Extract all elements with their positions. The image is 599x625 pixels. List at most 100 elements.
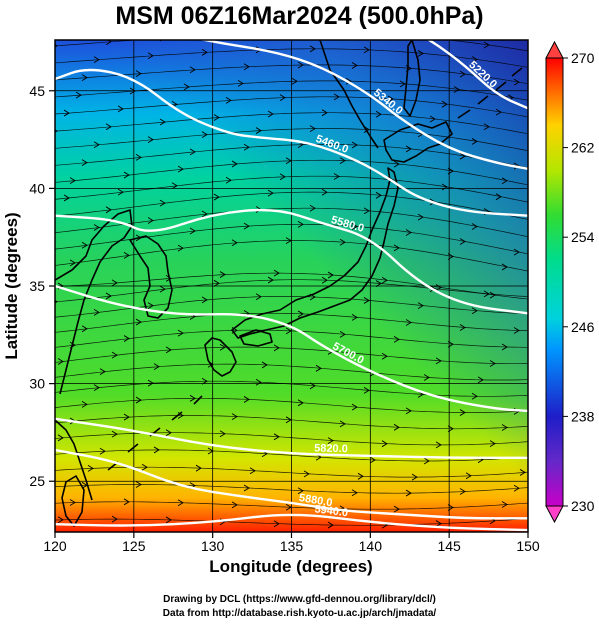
wind-arrowhead (273, 344, 280, 352)
wind-arrowhead (297, 399, 304, 407)
wind-arrowhead (417, 302, 424, 310)
wind-arrowhead (219, 430, 226, 438)
wind-arrowhead (363, 126, 370, 133)
wind-arrowhead (351, 141, 358, 149)
wind-arrowhead (303, 470, 310, 478)
y-tick-label: 30 (29, 376, 45, 392)
wind-arrowhead (165, 346, 172, 354)
x-tick-label: 150 (516, 538, 540, 554)
wind-arrowhead (309, 45, 316, 53)
wind-arrowhead (423, 374, 430, 381)
wind-arrowhead (93, 308, 100, 316)
y-axis-ticks: 25 30 35 40 45 (29, 83, 55, 489)
height-contour (55, 513, 528, 532)
wind-arrowhead (171, 182, 178, 190)
wind-arrowhead (495, 193, 502, 201)
wind-arrowhead (387, 95, 394, 103)
wind-arrowhead (177, 499, 184, 507)
wind-arrowhead (93, 56, 100, 64)
wind-arrowhead (111, 515, 118, 523)
taiwan-coastline (61, 475, 85, 527)
wind-arrowhead (333, 93, 340, 101)
russia-coast (319, 40, 379, 149)
colorbar-tick-label: 230 (571, 498, 595, 514)
wind-arrowhead (375, 280, 382, 287)
colorbar-max-arrow (545, 40, 564, 59)
wind-arrowhead (147, 136, 154, 144)
wind-arrowhead (327, 521, 334, 529)
wind-arrowhead (285, 416, 292, 424)
wind-arrowhead (279, 173, 286, 181)
wind-arrowhead (267, 189, 274, 197)
wind-arrowhead (57, 434, 64, 442)
y-tick-label: 25 (29, 473, 45, 489)
wind-arrowhead (447, 504, 454, 511)
wind-arrowhead (291, 77, 298, 85)
wind-arrowhead (309, 204, 316, 212)
x-tick-label: 130 (201, 538, 225, 554)
wind-arrowhead (339, 330, 346, 338)
wind-arrowhead (99, 368, 106, 376)
wind-arrowhead (135, 318, 142, 326)
x-axis-label: Longitude (degrees) (209, 557, 372, 576)
wind-arrowhead (81, 325, 88, 333)
wind-arrowhead (123, 171, 130, 179)
streamline (55, 380, 528, 397)
wind-arrowhead (105, 40, 112, 46)
colorbar-tick-label: 246 (571, 319, 595, 335)
wind-arrowhead (417, 213, 424, 221)
wind-arrowhead (376, 31, 381, 37)
streamline (55, 96, 528, 118)
wind-arrowhead (322, 30, 327, 36)
sakhalin-coastline (403, 40, 421, 117)
height-contour (55, 417, 528, 460)
wind-arrowhead (231, 239, 238, 247)
wind-arrowhead (477, 376, 484, 384)
streamline (55, 449, 528, 462)
height-contour (55, 284, 528, 413)
wind-arrowhead (513, 78, 520, 86)
colorbar-min-arrow (545, 505, 564, 524)
wind-arrowhead (459, 409, 466, 416)
wind-arrowhead (513, 327, 520, 334)
wind-arrowhead (69, 499, 76, 506)
wind-arrowhead (321, 109, 328, 117)
wind-arrowhead (63, 109, 70, 117)
wind-arrowhead (357, 472, 364, 480)
wind-arrowhead (189, 148, 196, 156)
wind-arrowhead (387, 176, 394, 184)
wind-arrowhead (177, 329, 184, 337)
colorbar-scale (545, 57, 564, 507)
streamline (55, 191, 528, 220)
wind-arrowhead (345, 77, 352, 85)
wind-arrowhead (321, 276, 328, 284)
wind-arrowhead (315, 364, 322, 372)
wind-arrowhead (237, 79, 244, 87)
wind-arrowhead (453, 86, 460, 93)
wind-arrowhead (63, 194, 70, 202)
streamline (55, 363, 528, 381)
wind-arrowhead (123, 413, 130, 421)
wind-arrowhead (501, 177, 508, 185)
wind-arrowhead (441, 183, 448, 191)
wind-arrowhead (268, 30, 273, 36)
wind-arrowhead (201, 377, 208, 385)
wind-arrowhead (69, 177, 76, 184)
wind-arrowhead (219, 271, 226, 278)
height-contour (55, 208, 528, 315)
y-tick-label: 45 (29, 83, 45, 99)
wind-arrowhead (471, 307, 478, 315)
wind-arrowhead (501, 263, 508, 271)
wind-arrowhead (429, 115, 436, 123)
y-axis-label: Latitude (degrees) (2, 212, 21, 359)
wind-arrowhead (105, 292, 112, 300)
wind-arrowhead (213, 279, 220, 287)
colorbar-tick-label: 238 (571, 408, 595, 424)
ryukyu-islands (107, 395, 203, 471)
wind-arrowhead (55, 129, 58, 133)
wind-arrowhead (423, 457, 430, 465)
wind-arrowhead (177, 165, 184, 173)
streamline (55, 312, 528, 333)
wind-arrowhead (465, 472, 472, 480)
